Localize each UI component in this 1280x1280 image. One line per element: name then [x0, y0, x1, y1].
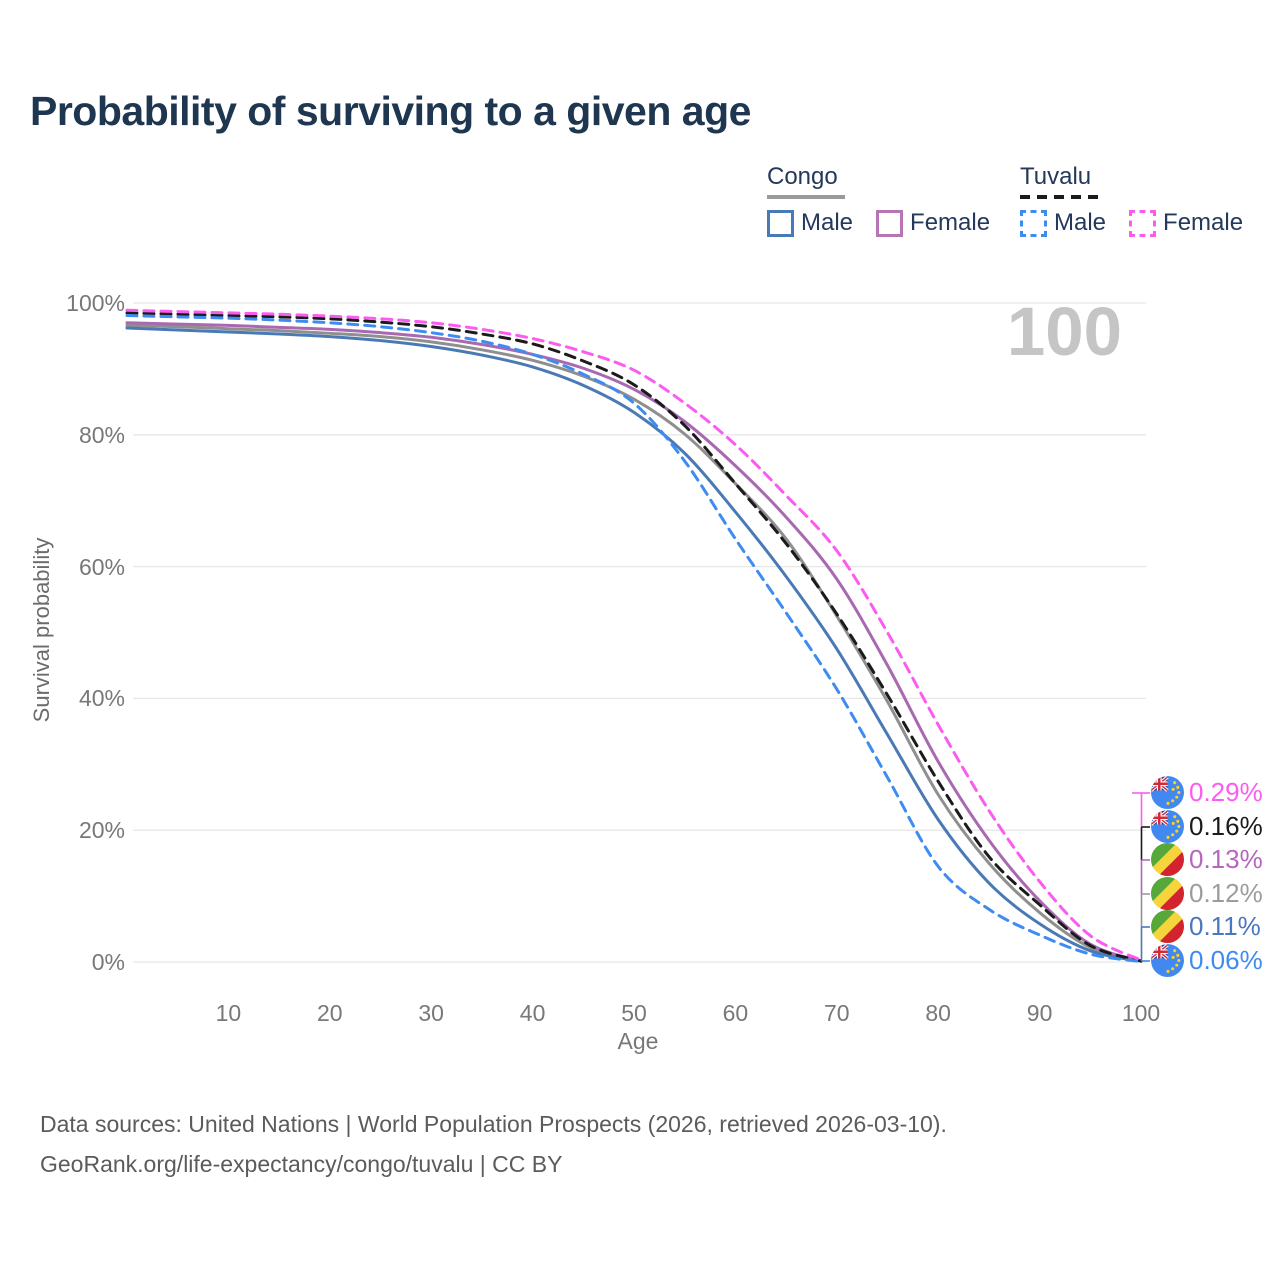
congo-solid-line-swatch: [767, 195, 845, 199]
tuvalu-male-swatch-icon: [1020, 209, 1047, 237]
end-label-value: 0.06%: [1189, 945, 1263, 975]
tuvalu-flag-icon: [1151, 810, 1184, 843]
end-label-congo-male[interactable]: 0.11%: [1151, 910, 1261, 943]
end-label-value: 0.11%: [1189, 911, 1261, 941]
x-tick-label: 80: [925, 1000, 951, 1026]
x-tick-label: 10: [215, 1000, 242, 1026]
x-tick-label: 30: [418, 1000, 444, 1026]
tuvalu-female-swatch-icon: [1129, 209, 1157, 237]
legend-group-tuvalu-label: Tuvalu: [1020, 163, 1092, 190]
end-label-congo[interactable]: 0.12%: [1151, 877, 1263, 910]
source-line-1: Data sources: United Nations | World Pop…: [40, 1111, 947, 1137]
end-label-congo-female[interactable]: 0.13%: [1151, 843, 1263, 876]
source-note: Data sources: United Nations | World Pop…: [40, 1104, 947, 1184]
x-tick-label: 90: [1026, 1000, 1053, 1026]
x-tick-label: 100: [1121, 1000, 1161, 1026]
legend-entry-tuvalu-female[interactable]: Female: [1129, 209, 1243, 237]
y-tick-label: 0%: [91, 949, 125, 975]
series-line-tuvalu-male[interactable]: [125, 314, 1143, 964]
legend-group-tuvalu: Tuvalu Male Female: [1020, 163, 1266, 237]
legend-entry-label: Male: [1054, 209, 1107, 236]
series-line-congo-all[interactable]: [125, 323, 1143, 963]
x-axis-title: Age: [617, 1028, 659, 1054]
legend-entry-label: Male: [801, 209, 854, 236]
x-tick-label: 70: [824, 1000, 850, 1026]
legend-group-congo: Congo Male Female: [767, 163, 1013, 237]
end-label-value: 0.16%: [1189, 811, 1263, 841]
legend-entry-congo-male[interactable]: Male: [767, 209, 853, 237]
y-tick-label: 60%: [78, 553, 125, 580]
legend-tuvalu-row: Male Female: [1020, 209, 1266, 237]
end-label-value: 0.29%: [1189, 777, 1263, 807]
x-tick-label: 50: [621, 1000, 647, 1026]
legend-entry-label: Female: [1163, 209, 1244, 236]
x-tick-label: 60: [722, 1000, 749, 1026]
legend-group-congo-label: Congo: [767, 163, 838, 190]
legend-entry-tuvalu-male[interactable]: Male: [1020, 209, 1106, 237]
x-tick-label: 20: [317, 1000, 343, 1026]
series-line-tuvalu-female[interactable]: [125, 308, 1143, 962]
legend-entry-label: Female: [910, 209, 991, 236]
end-label-tuvalu[interactable]: 0.16%: [1151, 810, 1263, 843]
congo-flag-icon: [1151, 877, 1184, 910]
end-label-value: 0.12%: [1189, 878, 1263, 908]
series-line-tuvalu-all[interactable]: [125, 311, 1143, 963]
tuvalu-flag-icon: [1151, 944, 1184, 977]
x-tick-label: 40: [519, 1000, 546, 1026]
congo-flag-icon: [1151, 910, 1184, 943]
congo-male-swatch-icon: [767, 209, 794, 237]
congo-female-swatch-icon: [876, 209, 904, 237]
end-label-value: 0.13%: [1189, 844, 1263, 874]
tuvalu-dashed-line-swatch: [1020, 195, 1100, 199]
age-indicator: 100: [1006, 293, 1122, 370]
congo-flag-icon: [1151, 843, 1184, 876]
legend-entry-congo-female[interactable]: Female: [876, 209, 990, 237]
page-title: Probability of surviving to a given age: [30, 88, 751, 134]
end-label-tuvalu-female[interactable]: 0.29%: [1151, 776, 1263, 809]
series-line-congo-male[interactable]: [125, 326, 1143, 963]
y-tick-label: 40%: [78, 685, 125, 712]
source-line-2[interactable]: GeoRank.org/life-expectancy/congo/tuvalu…: [40, 1151, 563, 1177]
legend-congo-row: Male Female: [767, 209, 1013, 237]
tuvalu-flag-icon: [1151, 776, 1184, 809]
end-label-tuvalu-male[interactable]: 0.06%: [1151, 944, 1263, 977]
y-tick-label: 20%: [78, 817, 125, 844]
y-tick-label: 80%: [78, 421, 125, 448]
y-tick-label: 100%: [66, 290, 125, 316]
